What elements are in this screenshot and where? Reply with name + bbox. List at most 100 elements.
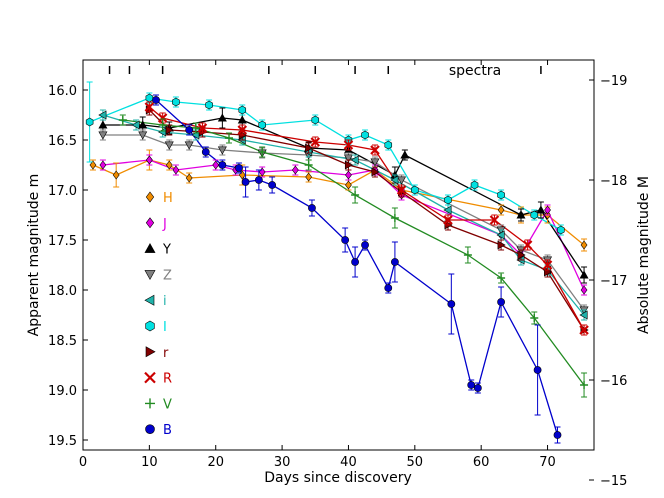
v-band-point [304, 161, 313, 169]
r-band-point [144, 102, 155, 112]
i-band-point [238, 105, 247, 115]
b-band-point [152, 96, 160, 104]
y-tick-label: 19.0 [48, 384, 77, 399]
v-band-point [158, 121, 167, 129]
r-band-sdss-point [497, 240, 506, 250]
b-band-point [341, 236, 350, 244]
i-band-point [557, 225, 565, 235]
j-band-point [291, 165, 299, 175]
b-band-point [553, 431, 562, 439]
x-axis-label: Days since discovery [264, 470, 411, 486]
z-band-point [164, 141, 174, 150]
i-band-point [411, 185, 419, 195]
r-band-sdss-point [165, 125, 174, 135]
j-band-point [580, 285, 588, 295]
z-band-point [217, 146, 227, 155]
x-tick-label: 50 [407, 455, 424, 470]
j-band-line [102, 159, 585, 291]
legend-marker-i-band [145, 320, 155, 332]
r-band-point [197, 123, 208, 133]
v-band-point [191, 124, 200, 132]
r-band-point [579, 325, 589, 335]
r-band-point [157, 113, 168, 123]
x-tick-label: 60 [473, 455, 490, 470]
i-band-point [361, 130, 369, 140]
i-band-sdss-point [579, 310, 588, 320]
z-band-point [397, 176, 407, 185]
h-band-point [185, 173, 193, 183]
legend-label-r-band-sdss: r [163, 346, 169, 361]
legend-marker-b-band [145, 424, 155, 435]
h-band-point [345, 180, 352, 190]
r-band-point [343, 140, 354, 150]
z-band-point [184, 141, 194, 150]
y-tick-label: 17.5 [48, 234, 77, 249]
z-band-point [138, 131, 148, 140]
y-band-point [536, 205, 546, 214]
h-band-point [305, 172, 313, 182]
b-band-point [351, 258, 359, 266]
i-band-point [205, 100, 213, 110]
i-band-point [172, 97, 180, 107]
y-band-point [217, 113, 227, 122]
b-band-point [384, 284, 393, 292]
b-band-point [391, 258, 399, 266]
i-band-point [384, 140, 393, 150]
y-tick-label: 16.0 [48, 84, 77, 99]
j-band-point [212, 160, 220, 170]
y-tick-label: 19.5 [48, 434, 77, 449]
legend-label-z-band: Z [163, 268, 172, 283]
x-tick-label: 0 [79, 455, 87, 470]
h-band-point [497, 205, 505, 215]
right-tick-label: −18 [600, 174, 627, 189]
v-band-point [118, 116, 127, 124]
right-tick-label: −16 [600, 374, 627, 389]
y-band-point [237, 115, 247, 124]
r-band-point [489, 215, 500, 225]
y-band-point [138, 120, 148, 129]
i-band-sdss-point [443, 205, 452, 215]
h-band-point [238, 170, 246, 180]
legend-label-r-band: R [163, 372, 172, 387]
legend-marker-v-band [145, 398, 155, 409]
legend-marker-i-band-sdss [144, 294, 155, 306]
y-band-point [400, 150, 410, 159]
h-band-point [580, 240, 588, 250]
j-band-point [345, 170, 352, 180]
j-band-point [172, 165, 180, 175]
legend-label-i-band-sdss: i [163, 294, 167, 309]
y-band-point [579, 270, 589, 279]
r-band-sdss-point [344, 160, 354, 170]
v-band-point [497, 274, 506, 282]
r-band-sdss-point [517, 250, 526, 260]
r-band-point [310, 137, 321, 147]
axes: 0 10 20 30 40 50 60 70 16.0 16.5 17.0 17.5 18.0 18.5 1… [48, 60, 627, 489]
legend-marker-h-band [145, 191, 155, 203]
legend-marker-z-band [144, 270, 156, 281]
legend-label-j-band: J [162, 217, 167, 232]
v-band-point [225, 134, 233, 142]
i-band-point [145, 93, 154, 103]
v-band-point [530, 314, 539, 322]
legend-label-y-band: Y [162, 243, 171, 258]
x-tick-label: 10 [141, 455, 158, 470]
x-tick-label: 40 [340, 455, 357, 470]
i-band-sdss-point [98, 110, 107, 120]
plot-frame [82, 59, 595, 451]
series-points [85, 81, 589, 444]
v-band-point [580, 381, 589, 389]
b-band-point [218, 161, 227, 169]
b-band-point [533, 366, 542, 374]
b-band-point [467, 381, 476, 389]
y-band-point [98, 120, 108, 129]
y-tick-label: 16.5 [48, 134, 77, 149]
v-band-point [351, 191, 360, 199]
y-tick-label: 18.0 [48, 284, 77, 299]
r-band-point [370, 145, 380, 155]
z-band-point [98, 131, 108, 140]
b-band-point [473, 384, 482, 392]
b-band-line [155, 99, 559, 436]
h-band-point [89, 160, 97, 170]
spectra-markers [108, 66, 542, 74]
